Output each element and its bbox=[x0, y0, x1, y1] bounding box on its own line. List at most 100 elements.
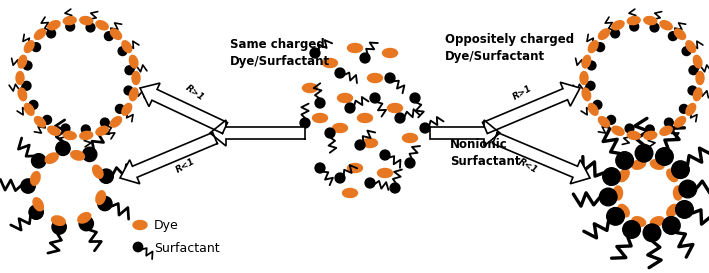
Ellipse shape bbox=[613, 186, 623, 200]
Ellipse shape bbox=[674, 186, 683, 200]
Circle shape bbox=[360, 53, 370, 63]
Ellipse shape bbox=[382, 49, 398, 58]
Ellipse shape bbox=[357, 114, 372, 123]
Circle shape bbox=[315, 163, 325, 173]
Circle shape bbox=[650, 23, 659, 32]
Circle shape bbox=[420, 123, 430, 133]
Ellipse shape bbox=[48, 126, 60, 135]
Circle shape bbox=[586, 81, 595, 90]
Ellipse shape bbox=[63, 17, 76, 25]
Ellipse shape bbox=[403, 133, 418, 143]
Circle shape bbox=[395, 113, 405, 123]
Ellipse shape bbox=[377, 168, 393, 177]
Polygon shape bbox=[140, 83, 228, 133]
Ellipse shape bbox=[632, 160, 645, 169]
Circle shape bbox=[643, 224, 661, 242]
Circle shape bbox=[635, 144, 653, 162]
Text: R>1: R>1 bbox=[184, 83, 206, 103]
Ellipse shape bbox=[644, 131, 657, 140]
Ellipse shape bbox=[666, 204, 678, 217]
Circle shape bbox=[101, 118, 109, 127]
Circle shape bbox=[86, 23, 95, 32]
Circle shape bbox=[66, 22, 74, 31]
Ellipse shape bbox=[580, 72, 588, 85]
Ellipse shape bbox=[52, 216, 65, 225]
Ellipse shape bbox=[132, 72, 140, 85]
Ellipse shape bbox=[323, 58, 337, 67]
Ellipse shape bbox=[80, 131, 93, 140]
Text: Same charged
Dye/Surfactant: Same charged Dye/Surfactant bbox=[230, 38, 330, 68]
Circle shape bbox=[56, 141, 70, 155]
Ellipse shape bbox=[618, 204, 629, 217]
Ellipse shape bbox=[313, 114, 328, 123]
Circle shape bbox=[61, 124, 70, 133]
Text: Surfactant: Surfactant bbox=[154, 242, 220, 256]
Circle shape bbox=[116, 105, 124, 113]
Polygon shape bbox=[210, 120, 305, 146]
Ellipse shape bbox=[337, 93, 352, 102]
Circle shape bbox=[593, 100, 602, 109]
Ellipse shape bbox=[303, 84, 318, 93]
Circle shape bbox=[32, 43, 40, 52]
Ellipse shape bbox=[24, 41, 34, 52]
Ellipse shape bbox=[45, 153, 58, 163]
Text: Oppositely charged
Dye/Surfactant: Oppositely charged Dye/Surfactant bbox=[445, 33, 574, 63]
Ellipse shape bbox=[122, 103, 132, 115]
Circle shape bbox=[82, 147, 97, 162]
Circle shape bbox=[625, 124, 634, 133]
Circle shape bbox=[664, 118, 674, 127]
Ellipse shape bbox=[93, 165, 103, 178]
Circle shape bbox=[124, 86, 133, 95]
Circle shape bbox=[688, 86, 697, 95]
Ellipse shape bbox=[693, 88, 702, 101]
Ellipse shape bbox=[696, 72, 704, 85]
Circle shape bbox=[99, 169, 113, 183]
Circle shape bbox=[679, 105, 688, 113]
Circle shape bbox=[21, 179, 35, 193]
Circle shape bbox=[616, 152, 633, 169]
Ellipse shape bbox=[650, 217, 664, 226]
Ellipse shape bbox=[130, 55, 138, 68]
Circle shape bbox=[365, 178, 375, 188]
Circle shape bbox=[47, 29, 55, 38]
Ellipse shape bbox=[333, 123, 347, 132]
Circle shape bbox=[335, 68, 345, 78]
Ellipse shape bbox=[63, 131, 76, 140]
Ellipse shape bbox=[582, 88, 591, 101]
Circle shape bbox=[118, 47, 127, 55]
Circle shape bbox=[133, 242, 143, 252]
Circle shape bbox=[43, 115, 52, 124]
Ellipse shape bbox=[612, 126, 624, 135]
Circle shape bbox=[125, 66, 134, 75]
Circle shape bbox=[610, 29, 620, 38]
Ellipse shape bbox=[35, 29, 45, 39]
Circle shape bbox=[355, 140, 365, 150]
Circle shape bbox=[623, 221, 640, 238]
Ellipse shape bbox=[666, 169, 678, 182]
Ellipse shape bbox=[342, 188, 357, 197]
Ellipse shape bbox=[122, 41, 132, 52]
Ellipse shape bbox=[96, 21, 108, 30]
Polygon shape bbox=[430, 120, 500, 146]
Circle shape bbox=[300, 118, 310, 128]
Polygon shape bbox=[493, 132, 590, 184]
Circle shape bbox=[29, 205, 43, 219]
Ellipse shape bbox=[16, 72, 24, 85]
Circle shape bbox=[380, 150, 390, 160]
Ellipse shape bbox=[674, 29, 686, 39]
Circle shape bbox=[603, 168, 620, 185]
Ellipse shape bbox=[582, 55, 591, 68]
Ellipse shape bbox=[347, 43, 362, 52]
Ellipse shape bbox=[644, 17, 657, 25]
Ellipse shape bbox=[618, 169, 629, 182]
Circle shape bbox=[370, 93, 380, 103]
Circle shape bbox=[82, 125, 90, 134]
Circle shape bbox=[104, 32, 113, 41]
Ellipse shape bbox=[71, 151, 84, 160]
Circle shape bbox=[656, 148, 674, 165]
Ellipse shape bbox=[660, 126, 672, 135]
Ellipse shape bbox=[367, 73, 382, 82]
Ellipse shape bbox=[627, 131, 640, 140]
Ellipse shape bbox=[130, 88, 138, 101]
Polygon shape bbox=[483, 82, 580, 133]
